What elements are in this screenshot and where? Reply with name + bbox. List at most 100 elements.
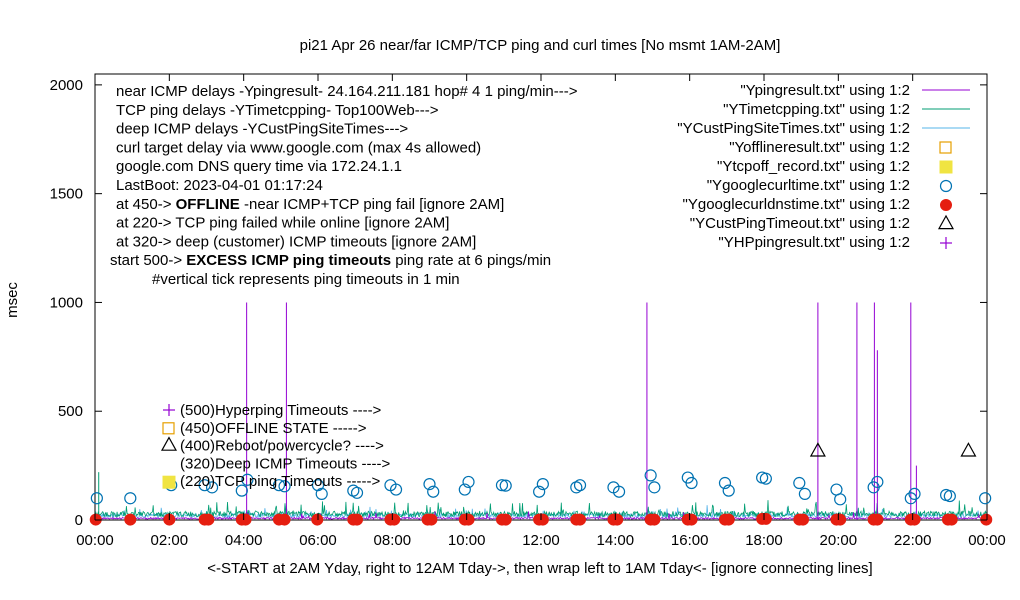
y-axis: 0 500 1000 1500 2000	[50, 77, 987, 529]
marker-label: (450)OFFLINE STATE ----->	[180, 420, 367, 437]
dns-time-point	[797, 513, 810, 526]
curl-time-point	[648, 481, 661, 494]
reboot-marker	[160, 436, 178, 451]
y-tick-label: 1000	[50, 294, 83, 311]
curl-time-point	[536, 478, 549, 491]
x-tick-label: 00:00	[76, 532, 114, 549]
dns-time-point	[759, 512, 772, 525]
hyperping-marker	[163, 404, 175, 416]
marker-label: (500)Hyperping Timeouts ---->	[180, 402, 382, 419]
deep-timeout-point	[960, 442, 977, 457]
curl-time-point	[198, 479, 211, 492]
status-line: at 320-> deep (customer) ICMP timeouts […	[116, 233, 476, 250]
curl-time-point	[389, 483, 403, 496]
dns-time-point	[685, 513, 698, 526]
curl-time-point	[979, 492, 992, 505]
y-tick-label: 500	[58, 403, 83, 420]
x-tick-label: 14:00	[597, 532, 635, 549]
plot-area	[89, 73, 993, 526]
legend-triangle-swatch	[937, 214, 955, 230]
legend-plus-swatch	[940, 237, 952, 249]
dns-time-point	[124, 513, 137, 526]
legend-entry-label: "Yofflineresult.txt" using 1:2	[729, 139, 910, 156]
dns-time-point	[499, 513, 512, 526]
info-line: google.com DNS query time via 172.24.1.1	[116, 158, 402, 175]
curl-time-point	[495, 479, 509, 492]
y-tick-label: 0	[75, 512, 83, 529]
info-line: deep ICMP delays -YCustPingSiteTimes--->	[116, 121, 408, 138]
legend-circle-swatch	[939, 179, 953, 193]
dns-time-point	[388, 513, 401, 526]
curl-time-point	[124, 492, 137, 505]
curl-time-point	[943, 489, 956, 503]
curl-time-point	[533, 485, 546, 498]
legend-entry-label: "YTimetcpping.txt" using 1:2	[723, 101, 910, 118]
y-tick-label: 1500	[50, 186, 83, 203]
curl-time-point	[644, 469, 657, 482]
curl-time-point	[462, 475, 475, 489]
dns-time-point	[425, 513, 438, 526]
dns-time-point	[202, 513, 215, 526]
legend-entry-label: "YHPpingresult.txt" using 1:2	[718, 234, 910, 251]
curl-time-point	[423, 478, 436, 491]
curl-time-point	[241, 473, 254, 486]
x-tick-label: 12:00	[522, 532, 560, 549]
x-axis-label: <-START at 2AM Yday, right to 12AM Tday-…	[207, 560, 872, 577]
status-line: at 450-> OFFLINE -near ICMP+TCP ping fai…	[116, 196, 504, 213]
series-legend: "Ypingresult.txt" using 1:2 "YTimetcpping…	[677, 82, 970, 251]
info-line: LastBoot: 2023-04-01 01:17:24	[116, 177, 323, 194]
legend-entry-label: "Ygooglecurldnstime.txt" using 1:2	[683, 196, 910, 213]
x-tick-label: 04:00	[225, 532, 263, 549]
x-tick-label: 22:00	[894, 532, 932, 549]
dns-time-point	[722, 513, 735, 526]
curl-time-point	[685, 476, 698, 490]
curl-time-point	[350, 486, 364, 499]
legend-filled-circle-swatch	[940, 199, 952, 211]
y-tick-label: 2000	[50, 77, 83, 94]
x-tick-label: 10:00	[448, 532, 486, 549]
curl-time-point	[759, 472, 772, 485]
deep-timeout-point	[809, 442, 826, 457]
dns-time-point	[278, 513, 291, 526]
curl-time-point	[798, 487, 811, 500]
y-axis-label: msec	[4, 282, 21, 318]
info-line: TCP ping delays -YTimetcpping- Top100Web…	[116, 102, 439, 119]
legend-entry-label: "Ypingresult.txt" using 1:2	[740, 82, 910, 99]
status-line: start 500-> EXCESS ICMP ping timeouts pi…	[110, 252, 551, 269]
curl-time-point	[315, 487, 328, 500]
legend-entry-label: "YCustPingTimeout.txt" using 1:2	[690, 215, 910, 232]
tcp-timeout-marker	[162, 475, 176, 489]
info-line: curl target delay via www.google.com (ma…	[116, 139, 481, 156]
x-axis: 00:00 02:00 04:00 06:00 08:00 10:00 12:00 14:00…	[76, 74, 1006, 549]
dns-time-point	[239, 513, 252, 526]
status-line: at 220-> TCP ping failed while online [i…	[116, 215, 449, 232]
curl-time-point	[205, 481, 219, 494]
marker-legend-block: (500)Hyperping Timeouts ---->(450)OFFLIN…	[160, 402, 390, 490]
x-tick-label: 18:00	[745, 532, 783, 549]
legend-entry-label: "YCustPingSiteTimes.txt" using 1:2	[677, 120, 910, 137]
tick-note: #vertical tick represents ping timeouts …	[152, 271, 460, 288]
offline-marker	[162, 422, 175, 435]
curl-time-point	[908, 487, 921, 500]
curl-time-point	[718, 476, 732, 490]
curl-time-point	[90, 492, 103, 505]
legend-entry-label: "Ygooglecurltime.txt" using 1:2	[707, 177, 910, 194]
dns-time-point	[311, 513, 324, 526]
curl-time-point	[904, 492, 917, 505]
chart-title: pi21 Apr 26 near/far ICMP/TCP ping and c…	[300, 37, 781, 54]
x-tick-label: 08:00	[374, 532, 412, 549]
dns-time-point	[871, 513, 884, 526]
dns-time-point	[945, 513, 958, 526]
curl-time-point	[272, 479, 286, 492]
dns-time-point	[462, 513, 475, 526]
legend-entry-label: "Ytcpoff_record.txt" using 1:2	[717, 158, 910, 175]
curl-time-point	[235, 484, 248, 497]
marker-label: (400)Reboot/powercycle? ---->	[180, 438, 384, 455]
x-tick-label: 06:00	[299, 532, 337, 549]
dns-time-point	[611, 513, 624, 526]
x-tick-label: 02:00	[151, 532, 189, 549]
marker-label: (220)TCP ping Timeouts ----->	[180, 473, 380, 490]
x-tick-label: 00:00	[968, 532, 1006, 549]
legend-filled-square-swatch	[939, 160, 953, 174]
